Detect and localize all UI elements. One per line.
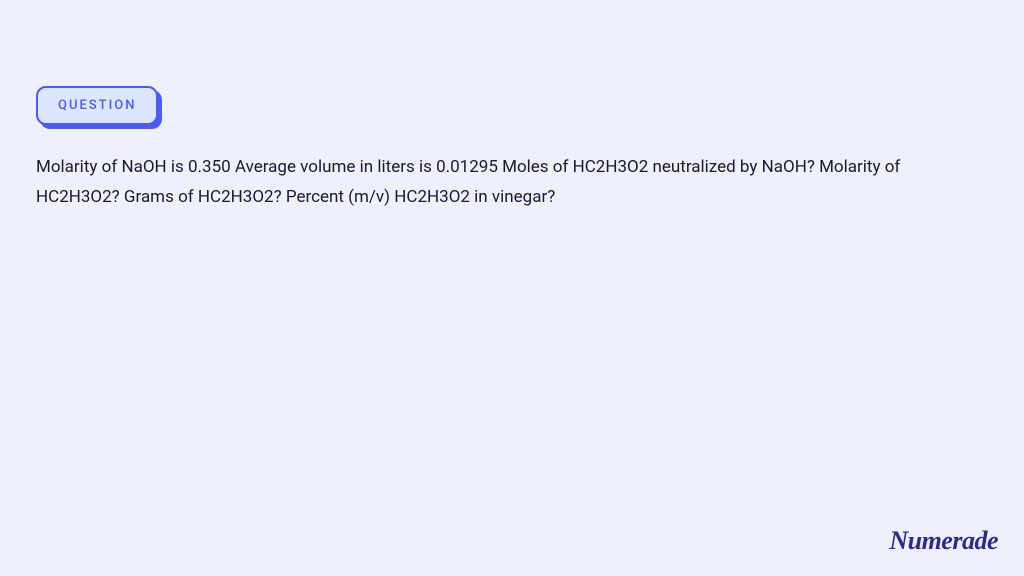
question-badge: QUESTION <box>36 86 158 125</box>
brand-logo: Numerade <box>889 526 998 556</box>
question-text: Molarity of NaOH is 0.350 Average volume… <box>36 153 988 213</box>
content-area: QUESTION Molarity of NaOH is 0.350 Avera… <box>0 0 1024 213</box>
